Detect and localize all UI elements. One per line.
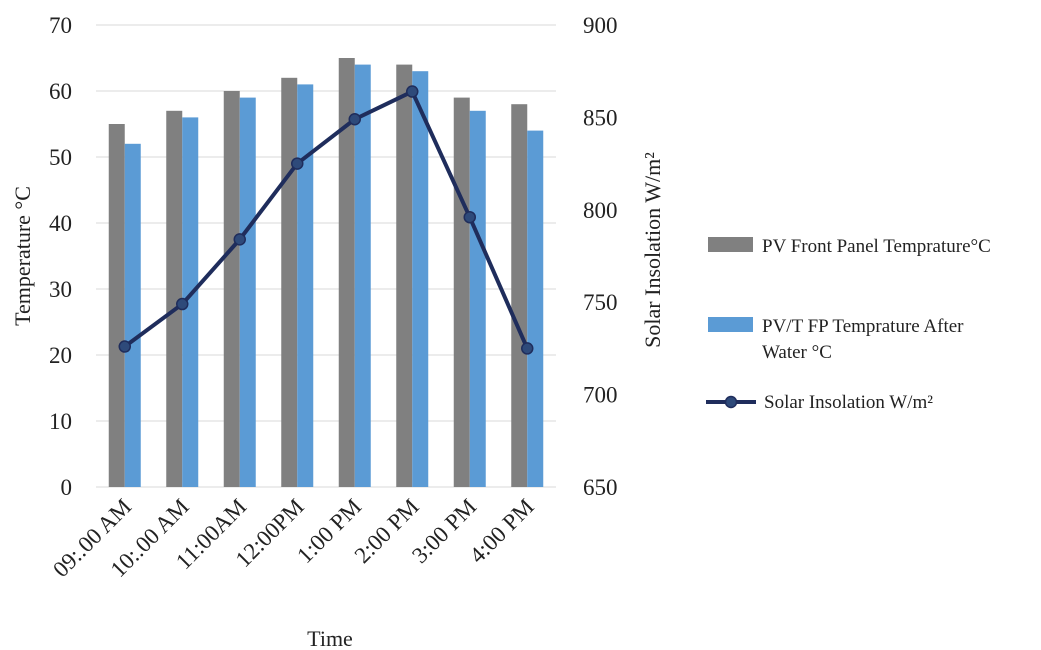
y-axis-right-title: Solar Insolation W/m²	[640, 152, 665, 348]
bar-after-water-temp	[469, 110, 486, 488]
bar-front-panel-temp	[166, 110, 183, 488]
solar-insolation-point	[118, 340, 131, 353]
y-right-tick-label: 650	[583, 475, 618, 500]
insolation-line-layer	[118, 85, 534, 355]
y-left-tick-label: 10	[49, 409, 72, 434]
bar-front-panel-temp	[108, 124, 125, 487]
bar-front-panel-temp	[511, 104, 528, 487]
bar-after-water-temp	[124, 143, 141, 488]
y-left-tick-label: 0	[61, 475, 73, 500]
y-axis-left-title: Temperature °C	[10, 186, 35, 326]
legend: PV Front Panel Temprature°C PV/T FP Tempr…	[706, 236, 991, 413]
x-tick-label: 4:00 PM	[465, 494, 539, 568]
y-right-tick-label: 850	[583, 105, 618, 130]
bar-front-panel-temp	[281, 77, 298, 488]
legend-label-front-panel: PV Front Panel Temprature°C	[762, 236, 991, 257]
y-left-tick-label: 70	[49, 13, 72, 38]
bar-after-water-temp	[527, 130, 544, 487]
solar-insolation-point	[348, 112, 361, 126]
bar-front-panel-temp	[223, 91, 240, 487]
bar-after-water-temp	[412, 71, 429, 487]
legend-label-after-water: PV/T FP Temprature After Water °C	[762, 316, 964, 363]
legend-label-insolation: Solar Insolation W/m²	[764, 392, 933, 413]
solar-insolation-point	[463, 210, 476, 224]
bar-after-water-temp	[354, 64, 371, 487]
solar-insolation-point	[291, 157, 304, 170]
y-right-tick-label: 750	[583, 290, 618, 315]
legend-swatch-after-water	[708, 317, 753, 332]
bar-front-panel-temp	[453, 97, 470, 487]
y-right-tick-label: 900	[583, 13, 618, 38]
bar-after-water-temp	[297, 84, 314, 488]
legend-swatch-front-panel	[708, 237, 753, 252]
y-left-tick-label: 60	[49, 79, 72, 104]
y-right-tick-label: 700	[583, 383, 618, 408]
solar-insolation-line	[123, 89, 530, 350]
y-left-tick-label: 50	[49, 145, 72, 170]
legend-marker-insolation	[724, 395, 738, 409]
solar-insolation-point	[521, 342, 534, 355]
bar-front-panel-temp	[338, 58, 355, 487]
solar-insolation-point	[233, 233, 246, 246]
y-right-tick-label: 800	[583, 198, 618, 223]
right-axis-ticks: 650 700 750 800 850 900	[583, 13, 618, 500]
left-axis-ticks: 0 10 20 30 40 50 60 70	[49, 13, 72, 500]
y-left-tick-label: 40	[49, 211, 72, 236]
bar-after-water-temp	[182, 117, 199, 488]
y-left-tick-label: 20	[49, 343, 72, 368]
bar-front-panel-temp	[396, 64, 413, 487]
bars	[108, 58, 544, 488]
x-axis-title: Time	[307, 626, 353, 650]
solar-insolation-point	[176, 297, 189, 311]
y-left-tick-label: 30	[49, 277, 72, 302]
solar-insolation-point	[406, 85, 419, 98]
bar-after-water-temp	[239, 97, 256, 487]
